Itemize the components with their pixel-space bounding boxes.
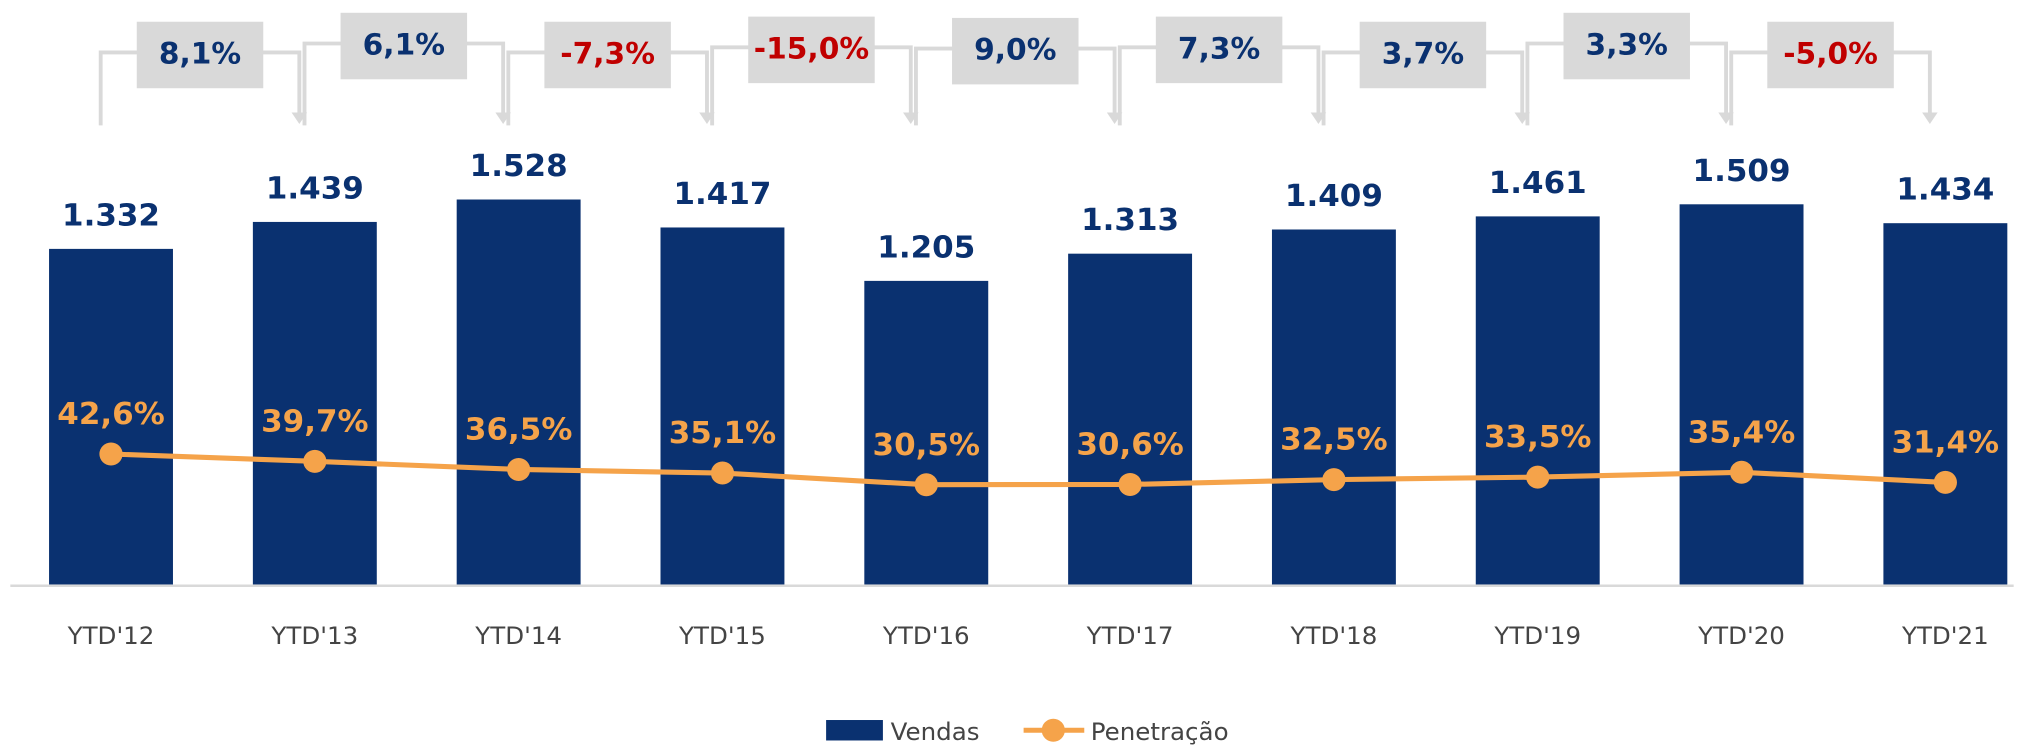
x-tick-label: YTD'21 [1901, 621, 1989, 650]
change-label: -5,0% [1783, 37, 1878, 71]
legend-dot [1041, 718, 1065, 742]
change-label: -7,3% [560, 37, 655, 71]
bar [1271, 229, 1396, 585]
bar [252, 221, 377, 585]
change-label: 3,3% [1586, 28, 1668, 62]
legend-label: Vendas [891, 717, 980, 746]
bar-label: 1.205 [877, 229, 975, 265]
change-arrow [1922, 112, 1938, 125]
x-tick-label: YTD'20 [1697, 621, 1785, 650]
line-point [914, 473, 938, 497]
change-box [340, 12, 468, 80]
line-label: 30,6% [1076, 427, 1183, 463]
bar-label: 1.461 [1489, 165, 1587, 201]
plot: 1.332 YTD'12 1.439 YTD'13 1.528 YTD'14 1.417 YT… [10, 12, 2014, 746]
x-tick-label: YTD'15 [678, 621, 766, 650]
line-point [507, 457, 531, 481]
change-box [952, 17, 1079, 85]
bar [1068, 253, 1193, 585]
bar-label: 1.313 [1081, 202, 1179, 238]
bar [864, 280, 989, 585]
line [110, 451, 1946, 488]
change-label: 3,7% [1382, 37, 1464, 71]
change-label: 7,3% [1178, 31, 1260, 65]
change-label: 8,1% [159, 37, 241, 71]
change-box [1359, 21, 1487, 89]
change-box [136, 21, 264, 89]
bar-label: 1.528 [470, 148, 568, 184]
bar [660, 227, 785, 585]
line-label: 36,5% [465, 412, 572, 448]
x-tick-label: YTD'14 [474, 621, 562, 650]
x-tick-label: YTD'13 [270, 621, 358, 650]
bar [456, 199, 581, 585]
change-label: -15,0% [754, 31, 869, 65]
bar-label: 1.409 [1285, 178, 1383, 214]
bar-label: 1.434 [1896, 172, 1994, 208]
line-point [710, 461, 735, 485]
bar [1475, 216, 1600, 585]
bar-label: 1.439 [266, 171, 364, 207]
x-tick-label: YTD'19 [1493, 621, 1581, 650]
line-point [1322, 468, 1346, 492]
line-point [303, 449, 327, 473]
line-point [1933, 470, 1957, 494]
bar-label: 1.332 [62, 198, 160, 234]
line-label: 33,5% [1484, 419, 1591, 455]
change-box [544, 21, 671, 89]
line-point [1526, 465, 1550, 489]
x-tick-label: YTD'17 [1086, 621, 1174, 650]
change-label: 9,0% [974, 33, 1056, 67]
legend-label: Penetração [1091, 717, 1229, 746]
bar [49, 248, 173, 585]
line-label: 35,4% [1688, 414, 1795, 450]
change-box [1767, 21, 1894, 89]
line-point [1118, 472, 1142, 496]
legend-swatch [826, 720, 883, 741]
x-tick-label: YTD'16 [882, 621, 970, 650]
change-box [748, 16, 875, 84]
x-tick-label: YTD'12 [67, 621, 155, 650]
bar-label: 1.509 [1693, 153, 1791, 189]
line-label: 32,5% [1280, 422, 1387, 458]
line-label: 30,5% [873, 427, 980, 463]
bar [1883, 223, 2008, 585]
line-point [1729, 460, 1754, 484]
change-label: 6,1% [363, 28, 445, 62]
bar [1679, 204, 1804, 585]
bar-label: 1.417 [673, 176, 771, 212]
line-label: 31,4% [1892, 425, 1999, 461]
line-label: 35,1% [669, 415, 776, 451]
line-label: 39,7% [261, 404, 368, 440]
change-box [1155, 16, 1283, 84]
line-point [99, 442, 123, 466]
x-tick-label: YTD'18 [1290, 621, 1378, 650]
change-box [1563, 12, 1690, 80]
line-label: 42,6% [57, 396, 164, 432]
